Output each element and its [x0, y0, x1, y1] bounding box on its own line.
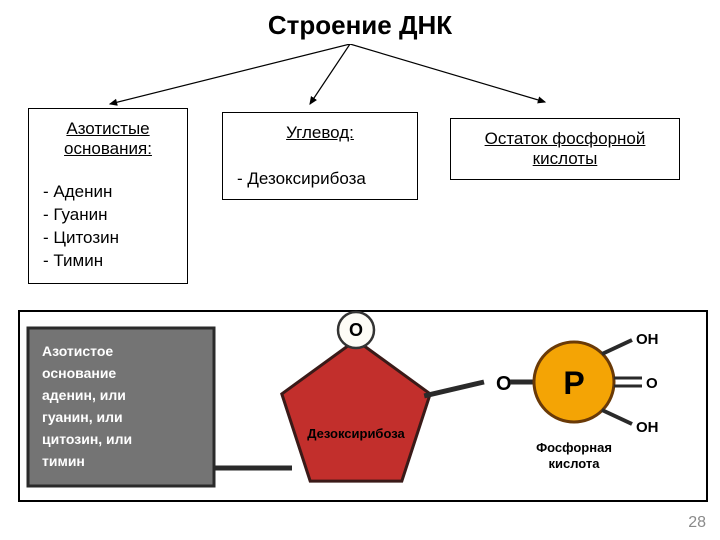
svg-text:O: O [496, 373, 512, 395]
box-phosphate: Остаток фосфорной кислоты [450, 118, 680, 180]
box-sugar-sub: - Дезоксирибоза [237, 169, 403, 189]
svg-text:гуанин, или: гуанин, или [42, 409, 123, 425]
svg-text:O: O [646, 375, 658, 392]
base-item: - Тимин [43, 250, 173, 273]
box-sugar-heading: Углевод: [237, 123, 403, 143]
base-item: - Гуанин [43, 204, 173, 227]
box-bases-heading: Азотистые основания: [43, 119, 173, 159]
svg-text:тимин: тимин [42, 453, 85, 469]
base-item: - Цитозин [43, 227, 173, 250]
svg-text:основание: основание [42, 365, 116, 381]
svg-text:P: P [563, 365, 584, 401]
svg-text:OH: OH [636, 419, 659, 436]
svg-text:O: O [349, 320, 363, 340]
svg-text:аденин, или: аденин, или [42, 387, 126, 403]
title-text: Строение ДНК [268, 10, 452, 40]
box-sugar: Углевод: - Дезоксирибоза [222, 112, 418, 200]
svg-text:Дезоксирибоза: Дезоксирибоза [307, 426, 405, 441]
base-item: - Аденин [43, 181, 173, 204]
svg-text:Фосфорная: Фосфорная [536, 440, 612, 455]
nucleotide-illustration: Азотистое основание аденин, или гуанин, или… [18, 310, 708, 510]
box-bases: Азотистые основания: - Аденин- Гуанин- Ц… [28, 108, 188, 284]
page-number: 28 [688, 514, 706, 532]
box-phosphate-line2: кислоты [465, 149, 665, 169]
svg-text:Азотистое: Азотистое [42, 343, 113, 359]
svg-text:кислота: кислота [548, 456, 600, 471]
box-phosphate-line1: Остаток фосфорной [465, 129, 665, 149]
box-bases-list: - Аденин- Гуанин- Цитозин- Тимин [43, 181, 173, 273]
branch-arrows [0, 44, 720, 114]
page-title: Строение ДНК [0, 10, 720, 41]
svg-text:цитозин, или: цитозин, или [42, 431, 132, 447]
svg-text:OH: OH [636, 331, 659, 348]
